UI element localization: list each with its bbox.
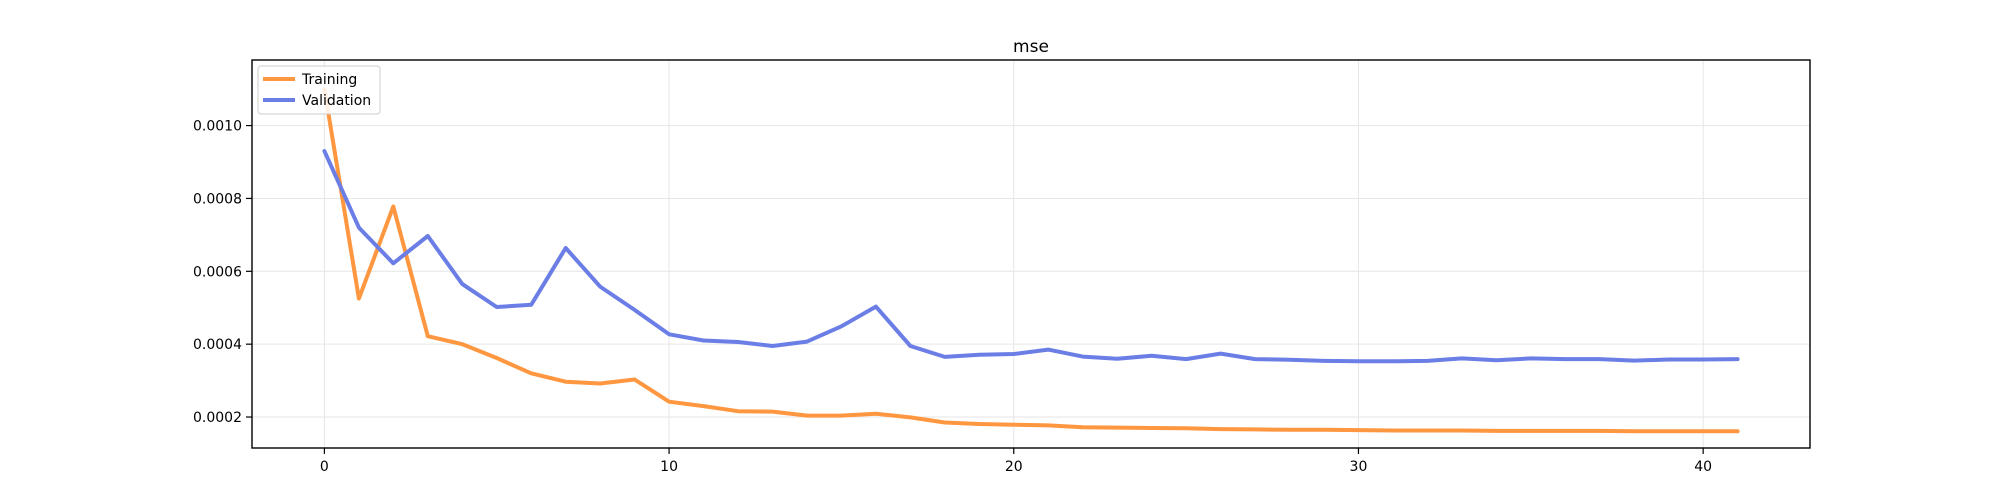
y-tick-label: 0.0010	[193, 119, 242, 135]
x-tick-label: 40	[1694, 459, 1712, 475]
legend: Training Validation	[257, 65, 381, 115]
x-axis-ticks: 0 10 20 30 40	[320, 448, 1712, 475]
x-tick-label: 10	[660, 459, 678, 475]
plot-frame	[251, 59, 1811, 449]
series-line-validation	[322, 149, 1740, 364]
chart-title: mse	[1013, 37, 1049, 57]
legend-label-training: Training	[301, 72, 357, 88]
y-tick-label: 0.0006	[193, 264, 242, 280]
y-axis-ticks: 0.0002 0.0004 0.0006 0.0008 0.0010	[193, 119, 252, 426]
y-tick-label: 0.0002	[193, 410, 242, 426]
x-tick-label: 30	[1350, 459, 1368, 475]
series-line-training	[322, 87, 1740, 434]
y-tick-label: 0.0004	[193, 337, 242, 353]
y-tick-label: 0.0008	[193, 191, 242, 207]
series-layer	[322, 87, 1740, 434]
x-tick-label: 20	[1005, 459, 1023, 475]
grid-layer	[252, 60, 1810, 448]
legend-label-validation: Validation	[302, 93, 371, 109]
x-tick-label: 0	[320, 459, 329, 475]
